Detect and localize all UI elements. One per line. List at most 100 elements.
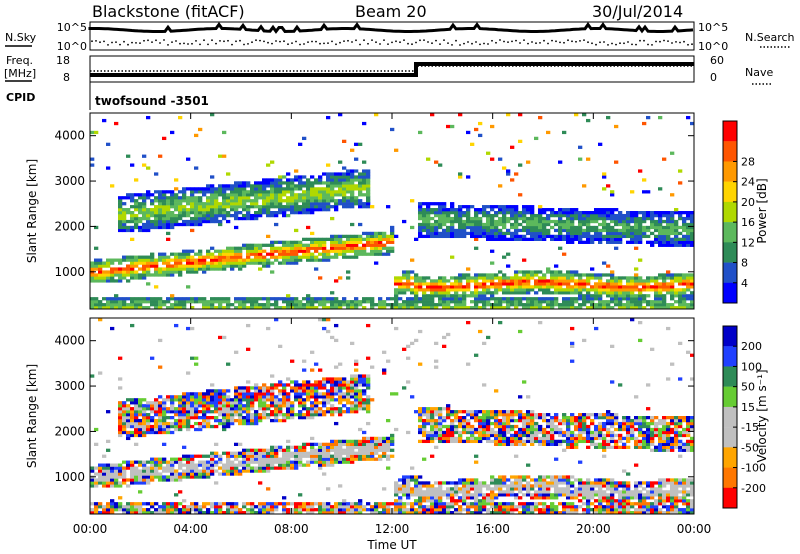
data-cell [302,196,307,200]
data-cell [282,416,287,420]
data-cell [306,442,311,446]
data-cell [362,306,367,310]
data-cell [286,407,291,411]
data-cell [350,454,355,458]
data-cell [638,219,643,224]
data-cell [246,407,251,411]
data-cell [638,294,643,298]
data-cell [646,279,651,283]
data-cell [566,282,571,286]
data-cell [546,234,551,239]
data-cell [214,261,219,265]
data-cell [566,276,571,280]
data-cell [330,246,335,250]
data-cell [246,199,251,203]
data-cell [314,187,319,191]
data-cell [626,225,631,230]
data-cell [314,502,319,506]
data-cell [278,190,283,194]
data-cell [318,252,323,256]
data-cell [238,386,243,390]
data-cell [290,211,295,215]
data-cell [298,211,303,215]
data-cell [334,338,339,343]
data-cell [218,413,223,417]
data-cell [234,418,239,423]
data-cell [462,234,467,239]
data-cell [654,225,659,230]
data-cell [226,362,231,366]
data-cell [454,288,459,292]
data-cell [282,389,287,393]
data-cell [614,285,619,289]
data-cell [486,225,491,230]
data-cell [178,222,183,227]
data-cell [342,380,347,384]
data-cell [246,508,251,512]
data-cell [614,234,619,239]
data-cell [590,297,595,301]
data-cell [138,410,143,414]
data-cell [238,421,243,426]
data-cell [386,237,391,241]
data-cell [574,213,579,218]
data-cell [366,448,371,452]
data-cell [142,469,147,473]
data-cell [190,205,195,209]
data-cell [650,300,655,304]
data-cell [502,291,507,295]
data-cell [566,279,571,283]
data-cell [270,374,275,378]
data-cell [390,246,395,250]
data-cell [242,451,247,455]
data-cell [366,451,371,455]
data-cell [486,222,491,227]
data-cell [134,303,139,307]
data-cell [106,264,111,268]
data-cell [454,231,459,236]
data-cell [366,297,371,301]
data-cell [102,276,107,280]
data-cell [178,478,183,482]
data-cell [546,222,551,227]
data-cell [330,380,335,384]
data-cell [226,249,231,253]
data-cell [290,187,295,191]
data-cell [418,211,423,215]
data-cell [322,246,327,250]
data-cell [234,410,239,414]
data-cell [666,216,671,221]
data-cell [658,187,663,191]
data-cell [530,225,535,230]
data-cell [334,505,339,509]
data-cell [110,511,115,515]
data-cell [218,306,223,310]
data-cell [378,297,383,301]
data-cell [318,508,323,512]
data-cell [682,225,687,230]
data-cell [170,472,175,476]
data-cell [294,199,299,203]
data-cell [198,300,203,304]
data-cell [330,178,335,182]
data-cell [430,300,435,304]
data-cell [342,386,347,390]
data-cell [430,225,435,230]
data-cell [186,511,191,515]
data-cell [586,306,591,310]
data-cell [130,511,135,515]
data-cell [554,211,559,215]
data-cell [338,199,343,203]
data-cell [330,234,335,239]
data-cell [294,187,299,191]
data-cell [634,213,639,218]
data-cell [234,463,239,467]
data-cell [258,246,263,250]
data-cell [194,133,199,138]
data-cell [610,219,615,224]
data-cell [422,457,427,461]
data-cell [618,240,623,244]
data-cell [366,421,371,426]
data-cell [234,401,239,405]
data-cell [606,306,611,310]
